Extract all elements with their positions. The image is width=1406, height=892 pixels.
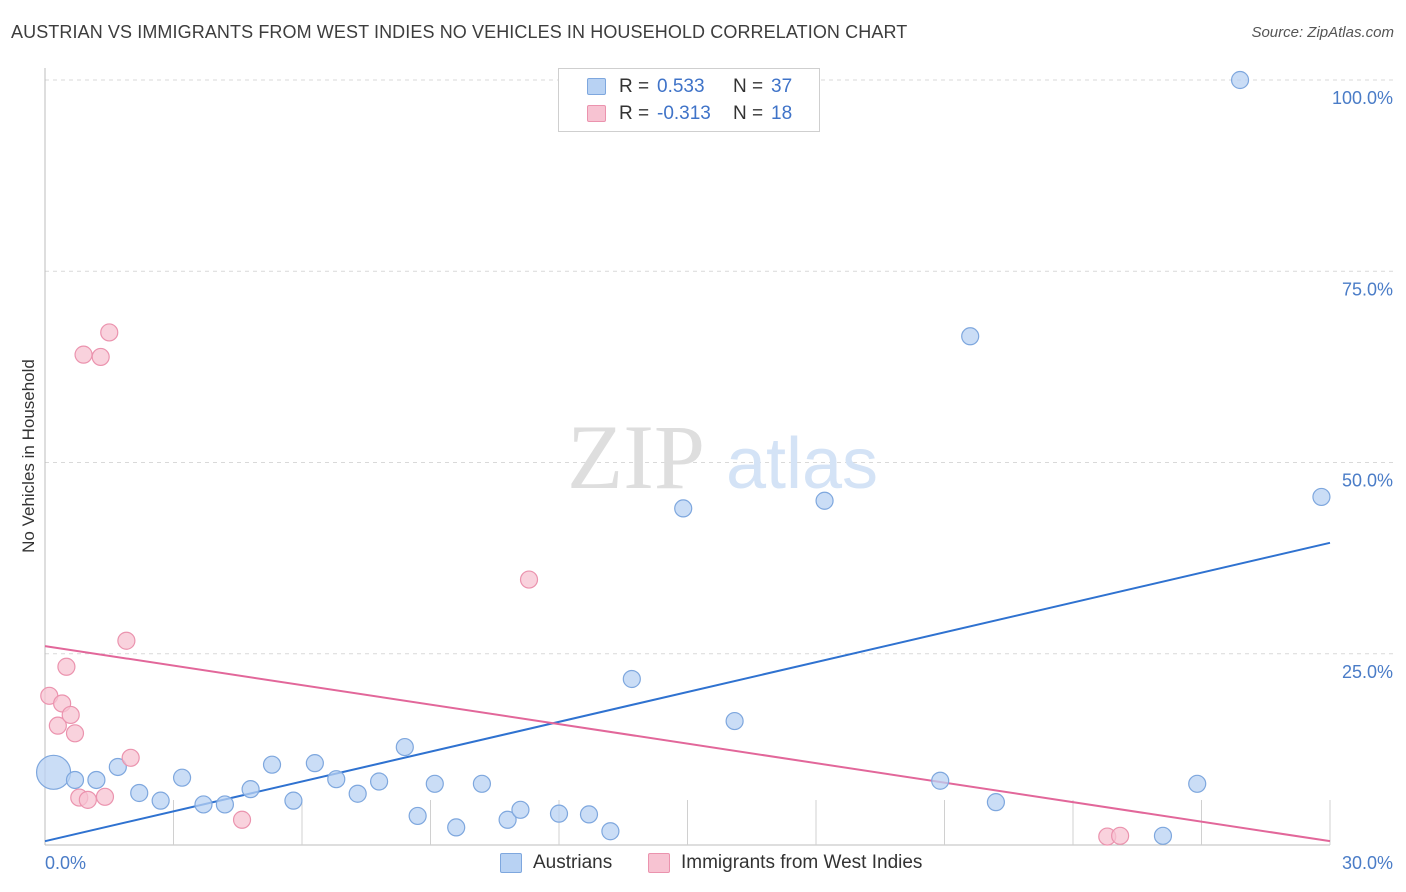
west-indies-point — [100, 323, 119, 342]
west-indies-point — [57, 657, 76, 676]
west-indies-point — [91, 347, 110, 367]
west-indies-point — [78, 790, 97, 809]
austrians-point — [961, 327, 980, 346]
austrians-point — [65, 770, 85, 790]
west-indies-point — [95, 787, 115, 806]
austrians-point — [194, 795, 213, 814]
austrians-point — [151, 791, 170, 810]
austrians-point — [472, 774, 491, 793]
austrians-point — [986, 793, 1006, 812]
legend-row-austrians: R = 0.533 N = 37 — [559, 73, 819, 100]
y-tick-label: 50.0% — [1342, 471, 1393, 491]
west-indies-point — [117, 631, 136, 650]
chart-title: AUSTRIAN VS IMMIGRANTS FROM WEST INDIES … — [11, 22, 908, 42]
watermark: ZIP atlas — [567, 406, 878, 508]
austrians-point — [370, 772, 389, 791]
data-points — [35, 70, 1331, 846]
legend-r-value: -0.313 — [657, 103, 711, 124]
austrians-point — [172, 768, 192, 787]
austrians-point — [35, 754, 72, 790]
trendlines — [44, 541, 1331, 843]
y-tick-label: 75.0% — [1342, 279, 1393, 299]
legend-row-west-indies: R = -0.313 N = 18 — [559, 100, 819, 127]
austrians-point — [931, 771, 950, 790]
x-tick-label: 0.0% — [45, 853, 86, 873]
austrians-point — [130, 783, 149, 803]
west-indies-trendline — [44, 645, 1331, 843]
austrians-point — [425, 774, 444, 793]
west-indies-point — [74, 345, 93, 364]
legend-label-west-indies: Immigrants from West Indies — [681, 852, 923, 873]
legend-r-label: R = — [619, 103, 650, 124]
legend-n-label: N = — [733, 76, 764, 97]
austrians-point — [601, 822, 620, 841]
austrians-point — [262, 755, 282, 774]
west-indies-point — [61, 705, 80, 725]
austrians-point — [241, 780, 260, 799]
correlation-legend: R = 0.533 N = 37 R = -0.313 N = 18 — [558, 68, 820, 132]
west-indies-swatch — [587, 105, 606, 122]
y-tick-label: 25.0% — [1342, 662, 1393, 682]
watermark-zip: ZIP — [567, 406, 705, 508]
austrians-point — [498, 810, 517, 829]
austrians-point — [1153, 826, 1173, 845]
legend-n-value: 37 — [771, 76, 793, 97]
west-indies-point — [121, 748, 140, 767]
austrians-point — [395, 737, 414, 757]
grid — [45, 79, 1395, 655]
west-indies-point — [519, 570, 539, 589]
austrians-point — [1188, 774, 1207, 793]
austrians-point — [447, 818, 466, 837]
austrians-point — [622, 669, 641, 689]
austrians-point — [284, 791, 303, 810]
austrians-point — [549, 804, 569, 823]
west-indies-swatch — [648, 853, 670, 873]
austrians-swatch — [587, 78, 606, 95]
austrians-point — [348, 784, 367, 803]
austrians-point — [1230, 70, 1250, 90]
austrians-point — [87, 770, 106, 790]
west-indies-point — [1111, 826, 1130, 845]
y-axis-title: No Vehicles in Household — [19, 359, 38, 553]
y-tick-label: 100.0% — [1332, 88, 1393, 108]
austrians-point — [815, 491, 834, 510]
austrians-point — [408, 806, 427, 826]
austrians-point — [305, 754, 324, 773]
austrians-trendline — [44, 541, 1331, 843]
watermark-atlas: atlas — [726, 424, 878, 504]
legend-n-value: 18 — [771, 103, 793, 124]
legend-label-austrians: Austrians — [533, 852, 613, 873]
x-tick-label: 30.0% — [1342, 853, 1393, 873]
austrians-point — [511, 800, 530, 819]
austrians-swatch — [500, 853, 522, 873]
west-indies-point — [48, 716, 67, 735]
austrians-point — [327, 770, 346, 789]
austrians-point — [1312, 487, 1331, 507]
chart-source: Source: ZipAtlas.com — [1251, 24, 1394, 41]
austrians-point — [725, 711, 744, 731]
austrians-point — [108, 757, 127, 777]
austrians-point — [215, 795, 234, 814]
legend-r-value: 0.533 — [657, 76, 705, 97]
legend-r-label: R = — [619, 76, 650, 97]
tick-labels: 100.0% 75.0% 50.0% 25.0% 0.0% 30.0% — [45, 88, 1393, 873]
legend-n-label: N = — [733, 103, 764, 124]
west-indies-point — [232, 810, 252, 829]
austrians-point — [579, 805, 599, 824]
west-indies-point — [65, 724, 85, 743]
austrians-point — [674, 499, 693, 518]
